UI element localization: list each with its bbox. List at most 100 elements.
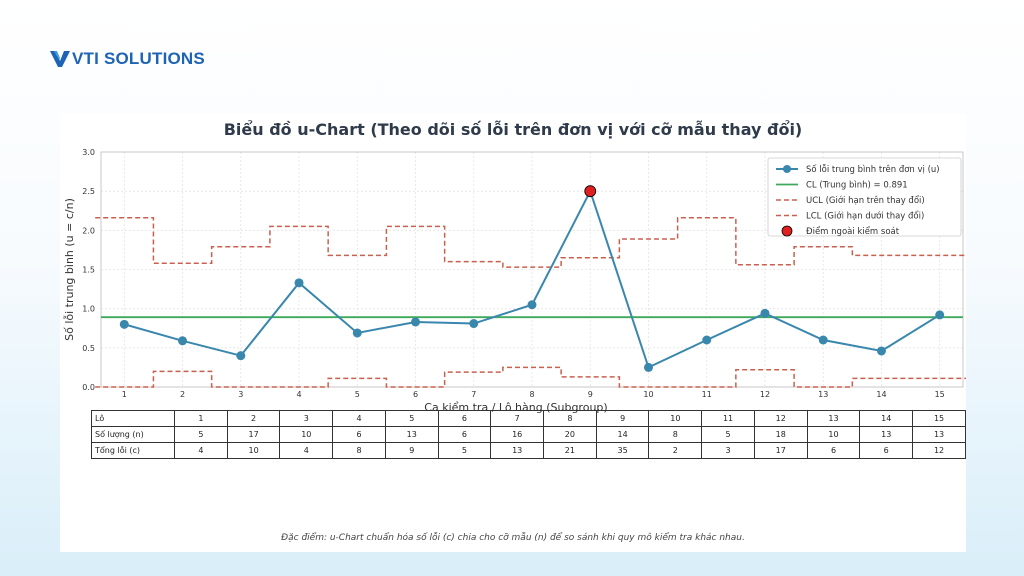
u-data-point [876, 346, 886, 356]
table-cell: 13 [490, 442, 545, 459]
u-data-point [119, 319, 129, 329]
table-cell: 6 [437, 426, 492, 443]
x-tick-label: 4 [296, 390, 301, 399]
table-cell: 13 [859, 426, 914, 443]
u-data-point [469, 319, 479, 329]
x-tick-label: 11 [702, 390, 712, 399]
table-cell: 13 [806, 410, 861, 427]
legend-label: Số lỗi trung bình trên đơn vị (u) [806, 164, 940, 175]
table-cell: 13 [384, 426, 439, 443]
plot-frame [100, 151, 964, 388]
chart-panel: 0.0 0.5 1.0 1.5 2.0 2.5 3.0 1 2 3 4 5 6 7 8 9 10 11 12 13 14… [60, 114, 966, 552]
vti-chevron-logo-icon [50, 51, 70, 67]
ucl-step-line [95, 217, 966, 268]
table-cell: 5 [701, 426, 755, 443]
y-axis-label: Số lỗi trung bình (u = c/n) [63, 198, 76, 341]
x-tick-label: 10 [643, 390, 653, 399]
legend-label: Điểm ngoài kiểm soát [806, 226, 900, 237]
table-cell: 11 [701, 410, 755, 427]
u-chart: 0.00.51.01.52.02.53.01 2 3 4 5 6 7 8 9 10 11 12 13 14… [63, 148, 966, 414]
y-tick-label: 0.0 [82, 383, 95, 392]
y-tick-label: 0.5 [82, 344, 95, 353]
table-cell: 3 [701, 442, 755, 459]
u-data-point [352, 328, 362, 338]
table-cell: 21 [543, 442, 597, 459]
table-cell: 13 [912, 426, 966, 443]
table-cell: 9 [384, 442, 439, 459]
table-cell: 14 [595, 426, 650, 443]
table-row: Số lượng (n) 5 17 10 6 13 6 16 20 14 8 5 18 10 13 13 [91, 426, 966, 443]
table-cell: 10 [806, 426, 861, 443]
x-tick-label: 8 [529, 390, 534, 399]
table-cell: 6 [437, 410, 492, 427]
u-data-point [178, 336, 188, 346]
table-cell: 2 [648, 442, 703, 459]
u-data-point [935, 310, 945, 320]
table-cell: 4 [174, 442, 228, 459]
table-cell: 18 [753, 426, 808, 443]
u-data-point [294, 278, 304, 288]
x-tick-label: 2 [180, 390, 185, 399]
table-cell: 14 [859, 410, 914, 427]
table-cell: 16 [490, 426, 545, 443]
table-cell: 4 [332, 410, 386, 427]
table-cell: 8 [648, 426, 703, 443]
table-cell: 7 [490, 410, 545, 427]
table-cell: 5 [384, 410, 439, 427]
legend-label: UCL (Giới hạn trên thay đổi) [806, 195, 925, 206]
table-cell: 3 [279, 410, 334, 427]
table-cell: 12 [753, 410, 808, 427]
x-tick-label: 7 [471, 390, 476, 399]
legend-label: LCL (Giới hạn dưới thay đổi) [806, 211, 924, 222]
table-cell: 5 [437, 442, 492, 459]
table-cell: 35 [595, 442, 650, 459]
y-tick-label: 1.5 [82, 266, 95, 275]
table-cell: 17 [753, 442, 808, 459]
table-cell: 10 [279, 426, 334, 443]
brand-logo: VTI SOLUTIONS [50, 48, 205, 70]
lcl-step-line [95, 366, 966, 388]
table-cell: 1 [174, 410, 228, 427]
x-tick-label: 12 [760, 390, 770, 399]
table-cell: 4 [279, 442, 334, 459]
table-cell: 10 [226, 442, 281, 459]
x-tick-label: 1 [122, 390, 127, 399]
brand-name: VTI SOLUTIONS [72, 49, 205, 68]
table-cell: 8 [543, 410, 597, 427]
u-data-point [411, 317, 421, 327]
table-cell: 6 [859, 442, 914, 459]
table-row: Lô 1 2 3 4 5 6 7 8 9 10 11 12 13 14 15 [91, 410, 966, 427]
legend-label: CL (Trung bình) = 0.891 [806, 181, 908, 191]
x-tick-label: 13 [818, 390, 828, 399]
table-row: Tổng lỗi (c) 4 10 4 8 9 5 13 21 35 2 3 17 6 6 12 [91, 442, 966, 459]
x-tick-label: 6 [413, 390, 418, 399]
x-tick-label: 15 [935, 390, 945, 399]
data-table: Lô 1 2 3 4 5 6 7 8 9 10 11 12 13 14 15 Số lượng (n) 5 17 10… [91, 410, 966, 459]
chart-footnote: Đặc điểm: u-Chart chuẩn hóa số lỗi (c) c… [281, 533, 745, 543]
table-cell: 20 [543, 426, 597, 443]
out-of-control-point [584, 185, 597, 198]
table-row-label: Tổng lỗi (c) [91, 442, 175, 459]
x-tick-label: 5 [355, 390, 360, 399]
table-cell: 6 [806, 442, 861, 459]
table-cell: 8 [332, 442, 386, 459]
legend-swatch-marker [783, 165, 791, 173]
table-cell: 5 [174, 426, 228, 443]
y-tick-label: 1.0 [82, 305, 95, 314]
chart-title: Biểu đồ u-Chart (Theo dõi số lỗi trên đơ… [223, 120, 803, 139]
table-cell: 15 [912, 410, 966, 427]
u-data-point [236, 351, 246, 361]
legend-box [767, 157, 962, 237]
table-cell: 17 [226, 426, 281, 443]
y-tick-label: 2.5 [82, 187, 95, 196]
x-tick-label: 3 [238, 390, 243, 399]
u-data-point [760, 308, 770, 318]
legend-swatch-marker [781, 225, 793, 237]
u-data-point [702, 335, 712, 345]
u-data-point [527, 300, 537, 310]
u-data-point [818, 335, 828, 345]
table-cell: 9 [595, 410, 650, 427]
x-tick-label: 9 [588, 390, 593, 399]
y-tick-label: 3.0 [82, 148, 95, 157]
x-tick-label: 14 [876, 390, 886, 399]
